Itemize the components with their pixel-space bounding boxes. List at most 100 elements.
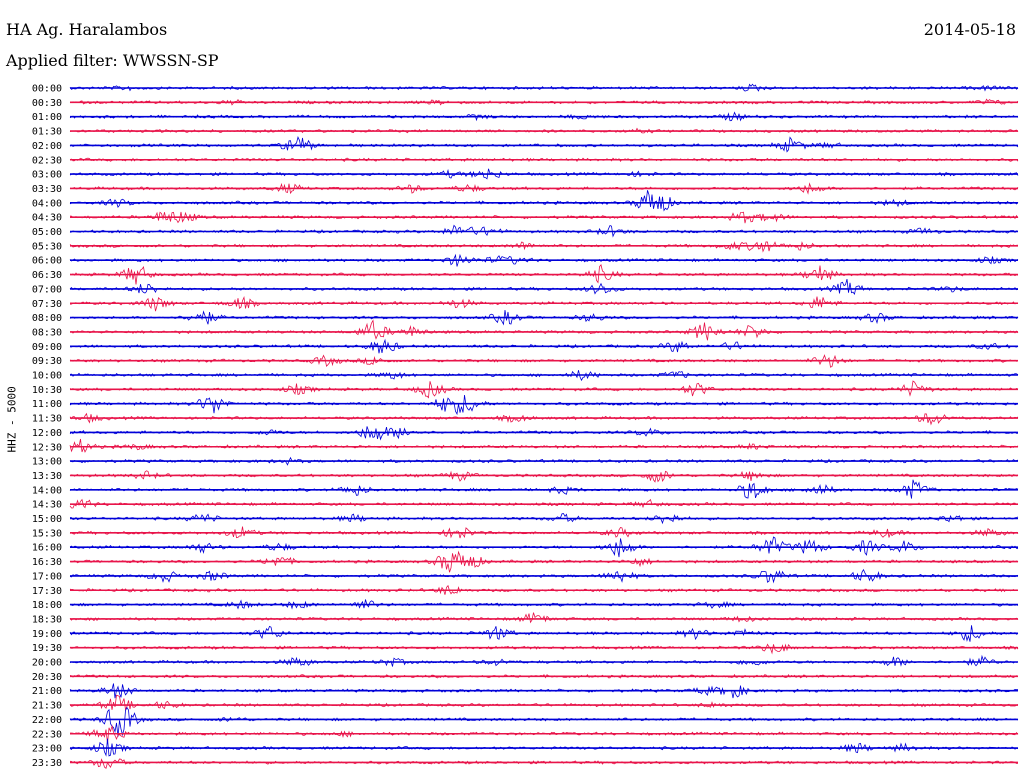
time-label: 07:00 (32, 284, 62, 295)
time-label: 23:00 (32, 744, 62, 755)
trace-waveform (69, 550, 1019, 573)
trace-waveform (69, 526, 1019, 539)
time-label: 05:00 (32, 227, 62, 238)
time-label: 03:30 (32, 184, 62, 195)
time-label: 14:30 (32, 500, 62, 511)
time-label: 18:30 (32, 614, 62, 625)
trace-waveform (69, 470, 1019, 483)
trace-waveform (69, 278, 1019, 296)
trace-waveform (69, 758, 1018, 769)
time-label: 13:00 (32, 457, 62, 468)
time-label: 08:30 (32, 327, 62, 338)
trace-waveform (69, 625, 1019, 642)
time-label: 10:30 (32, 385, 62, 396)
time-label: 18:00 (32, 600, 62, 611)
time-label: 00:30 (32, 98, 62, 109)
station-title: HA Ag. Haralambos (6, 20, 168, 39)
time-label: 00:00 (32, 84, 62, 95)
trace-waveform (69, 182, 1019, 195)
time-label: 21:00 (32, 686, 62, 697)
time-label: 01:30 (32, 127, 62, 138)
time-label: 10:00 (32, 371, 62, 382)
trace-waveform (69, 380, 1019, 399)
trace-waveform (69, 599, 1019, 610)
time-label: 03:00 (32, 170, 62, 181)
time-label: 22:30 (32, 729, 62, 740)
trace-waveform (69, 157, 1019, 163)
time-label: 14:00 (32, 485, 62, 496)
trace-waveform (69, 319, 1019, 341)
filter-label: Applied filter: WWSSN-SP (6, 51, 219, 70)
trace-waveform (69, 98, 1019, 106)
time-label: 13:30 (32, 471, 62, 482)
trace-waveform (69, 513, 1019, 525)
time-label: 19:30 (32, 643, 62, 654)
time-label: 21:30 (32, 701, 62, 712)
trace-waveform (69, 738, 1019, 757)
trace-waveform (69, 295, 1019, 312)
trace-waveform (69, 111, 1019, 122)
trace-waveform (69, 498, 1019, 509)
time-label: 08:00 (32, 313, 62, 324)
trace-waveform (69, 253, 1019, 267)
time-label: 16:00 (32, 543, 62, 554)
time-label: 12:30 (32, 442, 62, 453)
trace-waveform (69, 168, 1019, 180)
trace-waveform (69, 683, 1019, 699)
trace-waveform (69, 654, 1019, 667)
trace-waveform (69, 479, 1019, 499)
time-label: 22:00 (32, 715, 62, 726)
time-label: 02:00 (32, 141, 62, 152)
time-label: 11:00 (32, 399, 62, 410)
trace-waveform (69, 190, 1019, 212)
time-label: 19:00 (32, 629, 62, 640)
time-label: 20:30 (32, 672, 62, 683)
trace-waveform (69, 706, 1019, 737)
trace-waveform (69, 309, 1019, 326)
time-label: 12:00 (32, 428, 62, 439)
trace-waveform (69, 643, 1019, 655)
trace-waveform (69, 673, 1019, 679)
time-label: 20:00 (32, 658, 62, 669)
trace-waveform (69, 127, 1019, 134)
time-label: 09:00 (32, 342, 62, 353)
time-label: 06:30 (32, 270, 62, 281)
trace-waveform (69, 584, 1019, 595)
time-label: 15:00 (32, 514, 62, 525)
trace-waveform (69, 612, 1019, 624)
time-label: 11:30 (32, 414, 62, 425)
trace-waveform (69, 224, 1019, 238)
time-label: 05:30 (32, 241, 62, 252)
time-label: 15:30 (32, 528, 62, 539)
trace-waveform (70, 724, 1019, 744)
time-label: 23:30 (32, 758, 62, 769)
trace-waveform (69, 536, 1019, 558)
time-label: 16:30 (32, 557, 62, 568)
time-label: 17:30 (32, 586, 62, 597)
time-label: 07:30 (32, 299, 62, 310)
time-label: 17:00 (32, 571, 62, 582)
trace-waveform (69, 241, 1019, 253)
trace-waveform (69, 456, 1019, 466)
trace-waveform (69, 426, 1019, 441)
trace-waveform (69, 438, 1019, 453)
time-label: 04:00 (32, 198, 62, 209)
trace-waveform (69, 694, 1019, 712)
time-label: 04:30 (32, 213, 62, 224)
time-label: 01:00 (32, 112, 62, 123)
time-label: 09:30 (32, 356, 62, 367)
trace-waveform (69, 338, 1019, 354)
trace-waveform (69, 83, 1019, 92)
time-label: 02:30 (32, 155, 62, 166)
trace-waveform (69, 136, 1019, 153)
time-label: 06:00 (32, 256, 62, 267)
trace-waveform (69, 354, 1019, 368)
trace-waveform (69, 211, 1019, 224)
trace-waveform (69, 412, 1019, 426)
seismic-traces (69, 83, 1019, 769)
trace-waveform (69, 394, 1019, 416)
record-date: 2014-05-18 (923, 20, 1016, 39)
trace-waveform (69, 370, 1019, 382)
trace-waveform (69, 568, 1019, 584)
